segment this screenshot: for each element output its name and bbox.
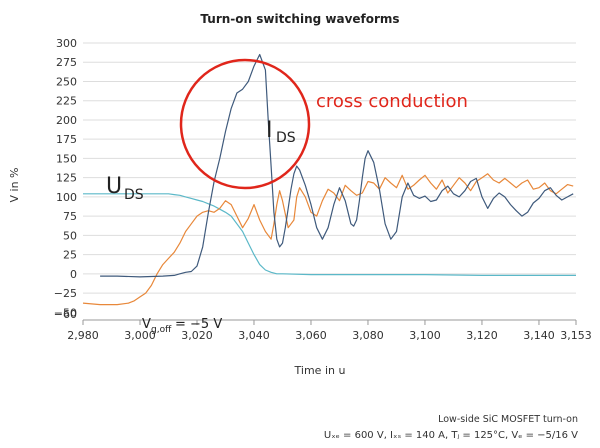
x-tick-label: 3,120 [466, 329, 498, 342]
uds-label-sub: DS [124, 187, 144, 203]
x-axis-label: Time in u [294, 364, 346, 377]
x-tick-label: 3,100 [409, 329, 441, 342]
y-tick-label: 25 [63, 249, 77, 262]
ids-label-main: I [266, 118, 273, 143]
vgoff-label-sub: g,off [151, 325, 172, 335]
x-tick-label: 3,080 [352, 329, 384, 342]
uds-label-main: U [106, 174, 122, 199]
y-tick-label: 250 [56, 75, 77, 88]
y-tick-label: 175 [56, 133, 77, 146]
cross-conduction-label: cross conduction [316, 91, 468, 112]
x-tick-label: 3,140 [523, 329, 555, 342]
y-tick-label: 225 [56, 95, 77, 108]
series-line-i-ds [100, 53, 574, 278]
y-tick-label: 200 [56, 114, 77, 127]
y-tick-label: 75 [63, 210, 77, 223]
footnote-line-1: Low-side SiC MOSFET turn-on [438, 414, 578, 425]
x-tick-label: 3,040 [238, 329, 270, 342]
ids-label: I DS [266, 118, 296, 146]
vgoff-label-main: V [142, 317, 151, 332]
y-tick-label: 150 [56, 152, 77, 165]
cross-conduction-circle [179, 58, 311, 190]
y-tick-label: −50 [54, 306, 77, 319]
series-line-u-ds [82, 173, 574, 306]
y-tick-label: 300 [56, 37, 77, 50]
footnote-line-2: Uₓₑ = 600 V, Iₓₛ = 140 A, Tⱼ = 125°C, Vₑ… [323, 430, 578, 441]
x-tick-label: 3,060 [295, 329, 327, 342]
y-tick-label: 0 [70, 268, 77, 281]
x-tick-label: 3,020 [181, 329, 213, 342]
x-tick-label: 3,000 [124, 329, 156, 342]
vgoff-label-value: = −5 V [175, 317, 222, 332]
y-tick-label: 100 [56, 191, 77, 204]
vgoff-label: Vg,off = −5 V [142, 317, 222, 335]
y-tick-label: 275 [56, 56, 77, 69]
x-tick-label: 2,980 [67, 329, 99, 342]
y-tick-label: −60 [54, 308, 77, 321]
chart-title: Turn-on switching waveforms [200, 12, 400, 26]
y-tick-label: 50 [63, 229, 77, 242]
ids-label-sub: DS [276, 130, 296, 146]
uds-label: U DS [106, 174, 144, 203]
x-tick-label: 3,153 [560, 329, 592, 342]
y-axis-label: V in % [8, 168, 21, 203]
y-tick-label: 125 [56, 172, 77, 185]
y-tick-label: −25 [54, 287, 77, 300]
series-line-v-g [83, 193, 576, 276]
